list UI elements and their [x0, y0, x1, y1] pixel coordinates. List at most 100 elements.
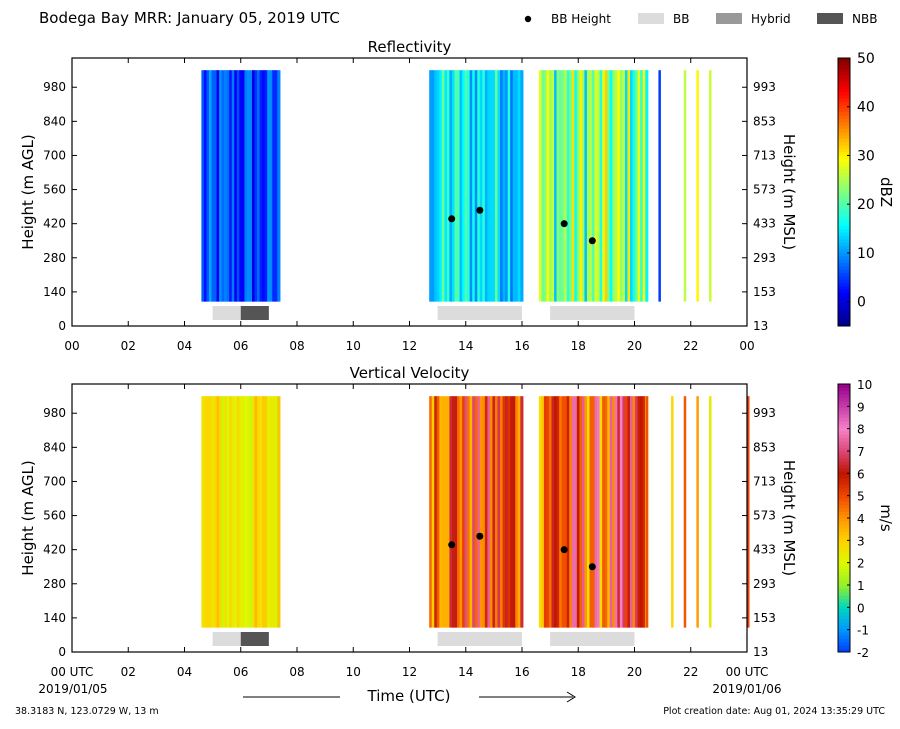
colorbar-cell — [838, 507, 850, 512]
colorbar-cell — [838, 578, 850, 583]
data-column — [507, 70, 511, 302]
colorbar-cell — [838, 81, 850, 86]
colorbar-cell — [838, 588, 850, 593]
data-column — [489, 70, 494, 302]
data-column — [495, 70, 499, 302]
data-column — [517, 396, 521, 628]
colorbar-cell — [838, 477, 850, 482]
data-column — [431, 70, 435, 302]
bb-height-point — [560, 546, 568, 554]
colorbar-cell — [838, 125, 850, 129]
colorbar-cell — [838, 561, 850, 566]
colorbar-cell — [838, 434, 850, 439]
data-column — [602, 70, 606, 302]
data-column — [635, 70, 639, 302]
x-tick-label: 20 — [627, 339, 642, 353]
bright-band-segment-bb — [550, 632, 635, 646]
colorbar-cell — [838, 394, 850, 398]
x-tick-label: 06 — [233, 339, 248, 353]
y-tick-label: 140 — [43, 611, 66, 625]
x-tick-label: 08 — [289, 665, 304, 679]
colorbar-cell — [838, 299, 850, 304]
colorbar-cell — [838, 494, 850, 499]
data-column — [208, 70, 213, 302]
colorbar-tick-label: 50 — [857, 51, 875, 67]
data-column — [569, 396, 573, 628]
data-column — [500, 70, 504, 302]
data-column — [244, 396, 248, 628]
colorbar-tick-label: -2 — [857, 646, 869, 660]
data-column — [538, 396, 543, 628]
y-tick-label-right: 13 — [753, 645, 768, 659]
x-tick-label: 00 UTC — [51, 665, 94, 679]
data-column — [497, 396, 501, 628]
colorbar-cell — [838, 192, 850, 196]
data-column — [556, 396, 560, 628]
data-column — [441, 70, 445, 302]
y-tick-label-right: 573 — [753, 183, 776, 197]
data-column — [264, 396, 268, 628]
data-column — [474, 396, 478, 628]
data-column — [617, 70, 621, 302]
x-tick-label: 22 — [683, 665, 698, 679]
colorbar-cell — [838, 585, 850, 589]
data-column — [637, 70, 641, 302]
data-column — [614, 70, 618, 302]
data-column — [507, 396, 511, 628]
colorbar-cell — [838, 118, 850, 123]
y-tick-label: 560 — [43, 183, 66, 197]
y-axis-label: Height (m AGL) — [19, 460, 37, 575]
y-tick-label-right: 153 — [753, 285, 776, 299]
bright-band-segment-bb — [437, 632, 523, 646]
colorbar-cell — [838, 390, 850, 395]
data-column — [505, 396, 509, 628]
colorbar-cell — [838, 461, 850, 465]
data-column — [257, 70, 261, 302]
colorbar-cell — [838, 222, 850, 226]
data-column — [477, 70, 481, 302]
data-column — [436, 396, 440, 628]
bright-band-segment-nbb — [240, 632, 269, 646]
colorbar-cell — [838, 175, 850, 180]
legend-label: Hybrid — [751, 12, 791, 26]
data-column — [221, 396, 225, 628]
x-tick-label: 16 — [514, 665, 529, 679]
bright-band-segment-bb — [437, 306, 523, 320]
data-column — [556, 70, 560, 302]
data-column — [239, 396, 243, 628]
data-column — [502, 396, 506, 628]
y-tick-label-right: 153 — [753, 611, 776, 625]
colorbar-cell — [838, 64, 850, 69]
data-column — [589, 396, 593, 628]
colorbar-cell — [838, 497, 850, 502]
data-column — [267, 396, 271, 628]
data-column — [571, 396, 575, 628]
colorbar-cell — [838, 571, 850, 576]
data-column — [637, 396, 641, 628]
x-tick-label: 02 — [121, 665, 136, 679]
data-column — [586, 396, 591, 628]
x-tick-label: 04 — [177, 339, 192, 353]
colorbar-tick-label: 0 — [857, 601, 865, 615]
data-column — [259, 70, 263, 302]
data-column — [624, 396, 629, 628]
data-column — [612, 396, 616, 628]
data-column — [464, 70, 468, 302]
colorbar-cell — [838, 424, 850, 429]
colorbar-cell — [838, 262, 850, 267]
data-column — [449, 70, 453, 302]
colorbar-cell — [838, 282, 850, 287]
colorbar-cell — [838, 108, 850, 113]
colorbar-cell — [838, 121, 850, 126]
colorbar-cell — [838, 68, 850, 72]
colorbar-cell — [838, 195, 850, 200]
colorbar-cell — [838, 245, 850, 250]
bb-height-point — [560, 220, 568, 228]
colorbar-cell — [838, 625, 850, 630]
data-column — [272, 396, 276, 628]
y-tick-label-right: 293 — [753, 251, 776, 265]
x-tick-label: 00 — [64, 339, 79, 353]
